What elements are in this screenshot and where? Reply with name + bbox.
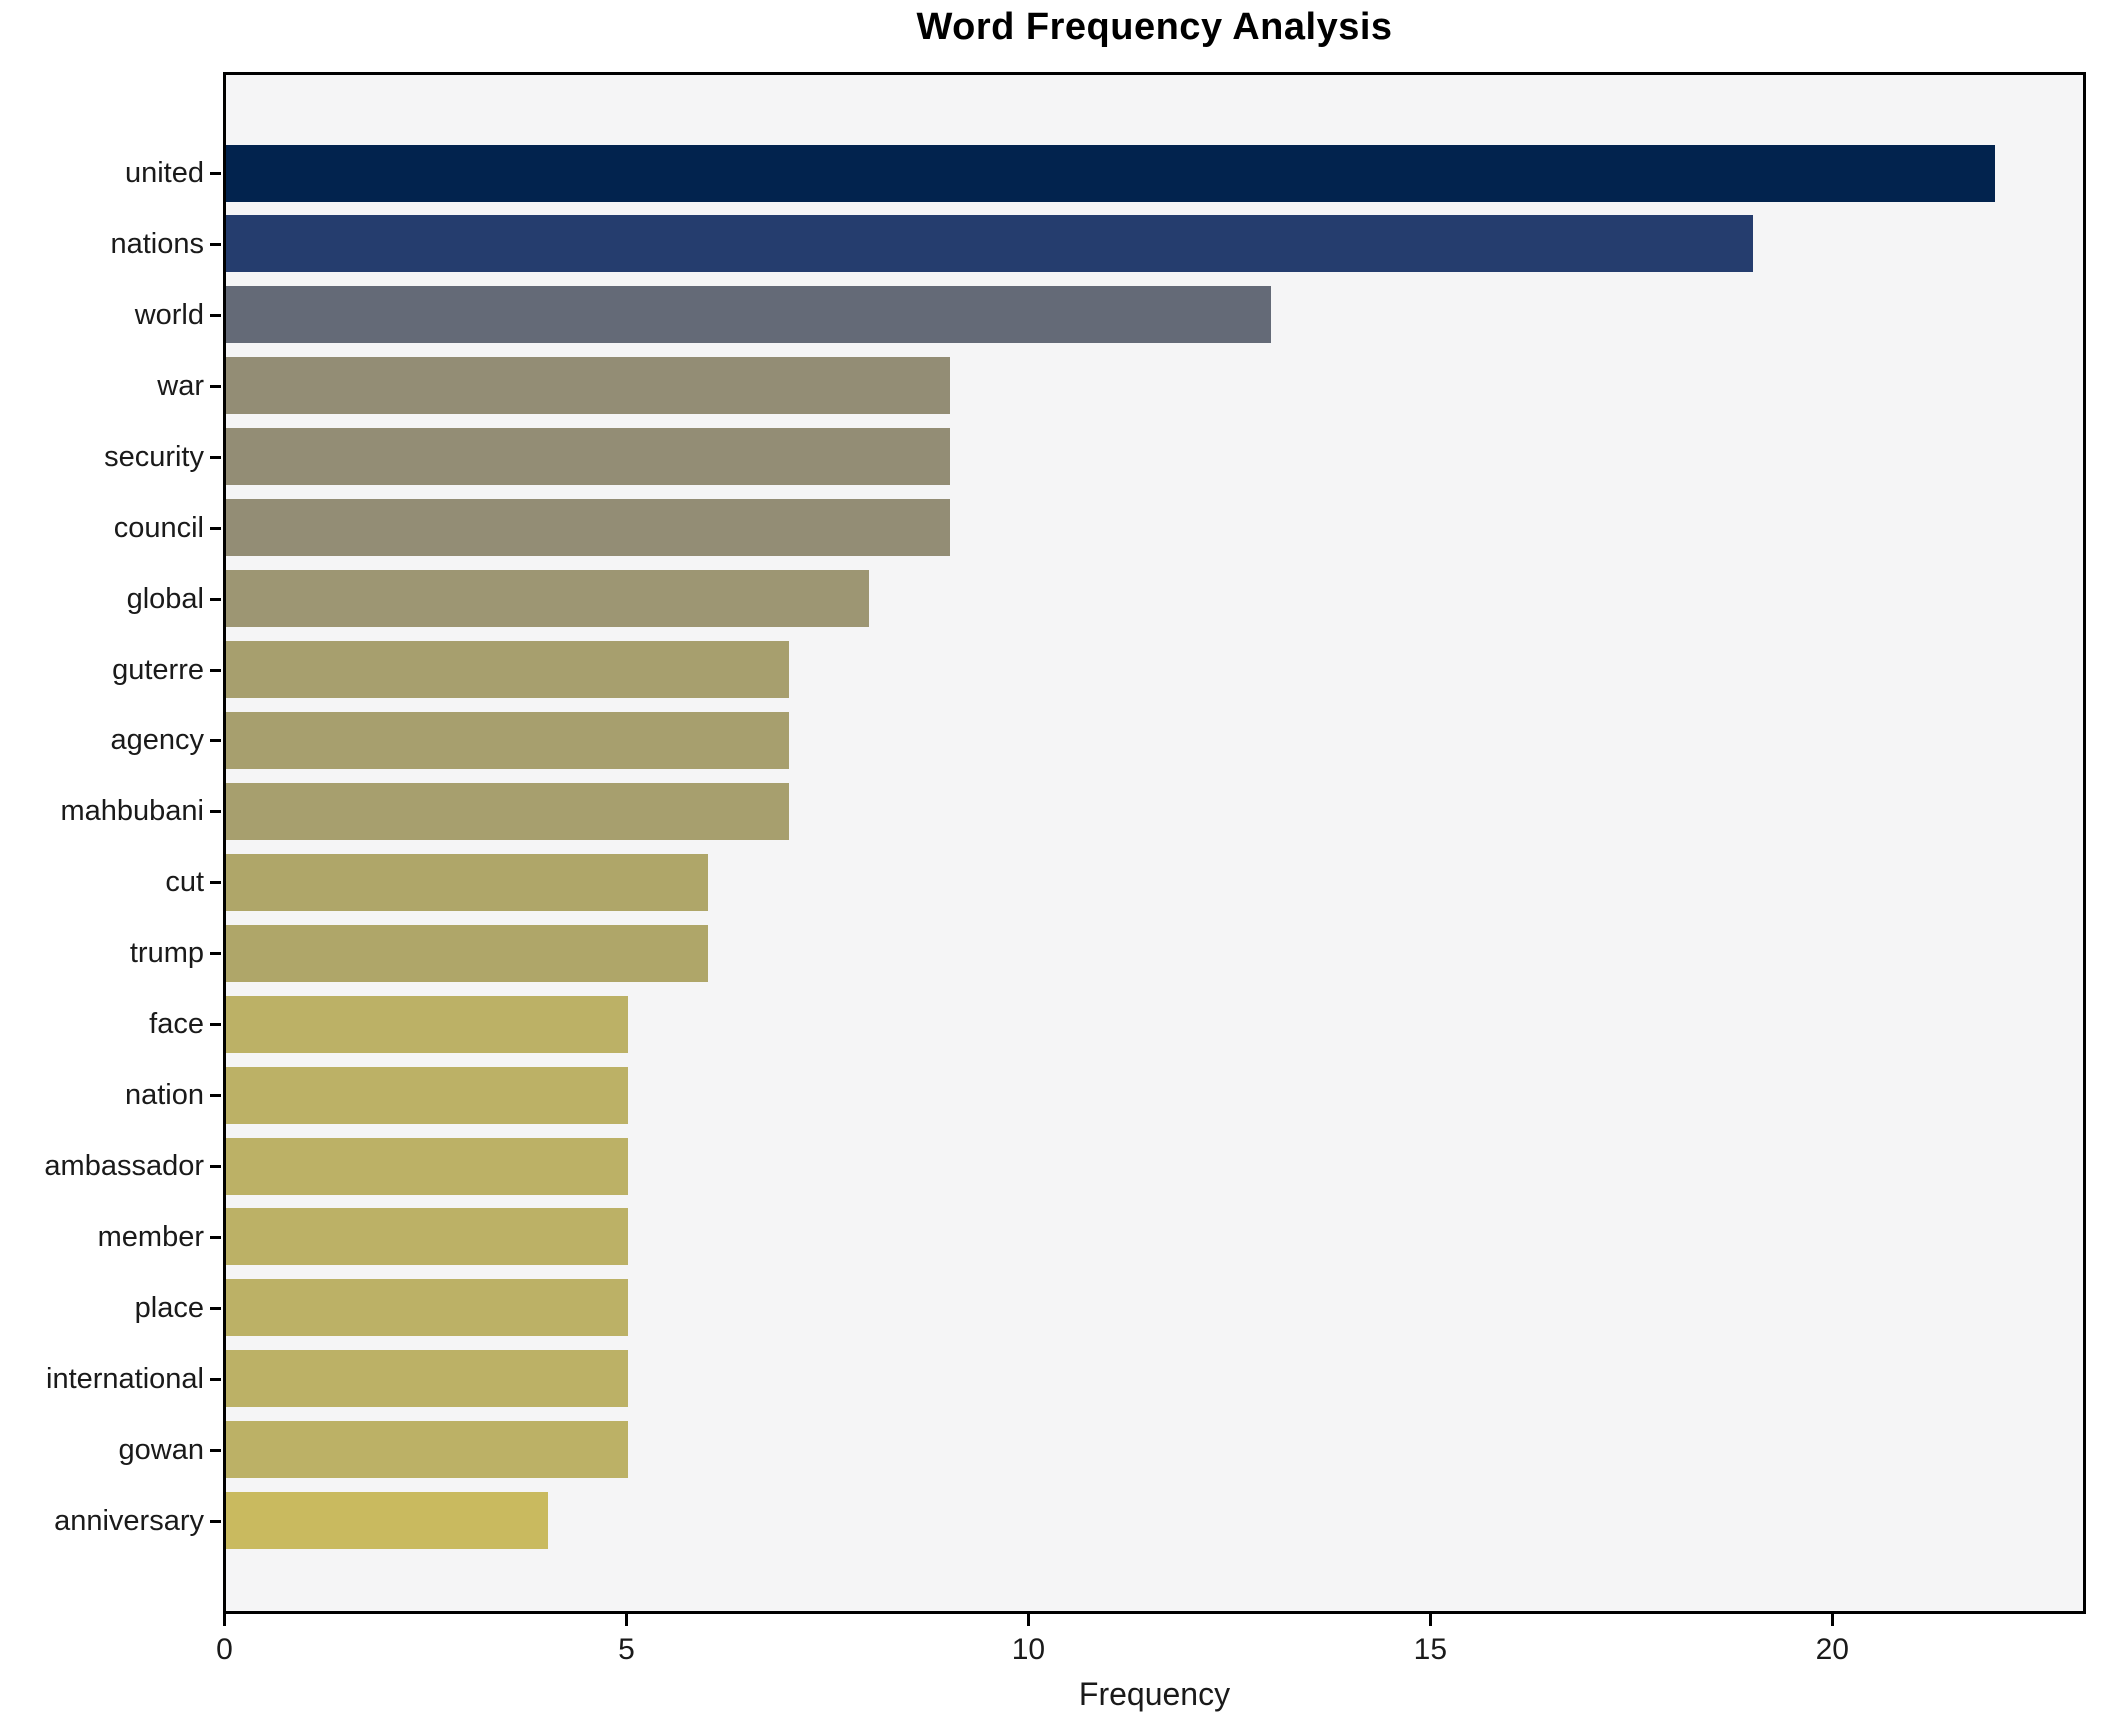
x-tick-label-20: 20 <box>1815 1633 1849 1666</box>
y-tick-label-war: war <box>157 369 204 402</box>
x-tick-mark <box>624 1614 628 1626</box>
y-tick-mark <box>210 172 221 175</box>
bar-guterre <box>226 641 789 698</box>
x-tick-mark <box>1026 1614 1030 1626</box>
y-tick-mark <box>210 668 221 672</box>
bar-face <box>226 995 628 1053</box>
y-tick-label-nation: nation <box>124 1079 204 1112</box>
y-tick-mark <box>210 1448 221 1452</box>
chart-title: Word Frequency Analysis <box>916 6 1393 48</box>
y-tick-mark <box>210 952 221 956</box>
y-tick-label-mahbubani: mahbubani <box>60 795 205 828</box>
bar-war <box>226 357 950 415</box>
y-tick-label-agency: agency <box>110 724 204 757</box>
plot-area <box>223 72 2086 1614</box>
y-tick-mark <box>210 1306 221 1310</box>
y-tick-label-gowan: gowan <box>118 1433 204 1466</box>
x-tick-label-10: 10 <box>1011 1633 1046 1666</box>
bar-security <box>226 428 950 486</box>
bar-anniversary <box>226 1492 548 1550</box>
x-tick-mark <box>1428 1614 1432 1626</box>
y-tick-label-trump: trump <box>129 937 204 970</box>
bar-united <box>226 144 1995 202</box>
y-tick-mark <box>210 526 221 530</box>
y-tick-label-anniversary: anniversary <box>54 1504 204 1537</box>
y-tick-label-council: council <box>113 511 204 544</box>
y-tick-mark <box>210 881 221 885</box>
bar-international <box>226 1350 628 1408</box>
x-tick-label-15: 15 <box>1413 1633 1448 1666</box>
y-tick-label-international: international <box>46 1362 204 1395</box>
y-tick-mark <box>210 242 221 246</box>
y-tick-label-guterre: guterre <box>112 653 204 686</box>
y-tick-mark <box>210 1235 221 1239</box>
y-tick-label-place: place <box>134 1291 204 1324</box>
bar-nation <box>226 1066 628 1124</box>
y-tick-mark <box>210 1094 221 1098</box>
y-tick-mark <box>210 810 221 814</box>
y-tick-label-world: world <box>134 298 204 331</box>
y-tick-mark <box>210 1377 221 1381</box>
bar-ambassador <box>226 1137 628 1195</box>
bar-place <box>226 1279 628 1337</box>
y-tick-label-security: security <box>104 440 204 473</box>
y-tick-label-global: global <box>126 582 204 615</box>
x-tick-mark <box>223 1614 226 1626</box>
bar-mahbubani <box>226 782 789 840</box>
bar-council <box>226 499 950 557</box>
y-tick-mark <box>210 455 221 459</box>
y-tick-mark <box>210 1165 221 1169</box>
y-tick-mark <box>210 739 221 743</box>
y-tick-mark <box>210 597 221 601</box>
bar-world <box>226 286 1272 344</box>
bar-member <box>226 1208 628 1266</box>
y-tick-label-cut: cut <box>165 866 204 899</box>
y-tick-label-member: member <box>97 1220 204 1253</box>
x-axis-label: Frequency <box>1078 1676 1231 1712</box>
x-tick-label-0: 0 <box>216 1633 233 1666</box>
x-tick-label-5: 5 <box>618 1633 635 1666</box>
y-tick-mark <box>210 313 221 317</box>
bar-nations <box>226 215 1754 273</box>
y-tick-label-face: face <box>149 1008 204 1041</box>
bar-agency <box>226 711 789 769</box>
bar-cut <box>226 853 709 911</box>
bar-gowan <box>226 1421 628 1479</box>
bar-trump <box>226 924 709 982</box>
y-tick-label-ambassador: ambassador <box>44 1150 204 1183</box>
y-tick-label-nations: nations <box>110 227 204 260</box>
y-tick-mark <box>210 384 221 388</box>
y-tick-mark <box>210 1519 221 1523</box>
bar-global <box>226 570 870 628</box>
x-tick-mark <box>1830 1614 1834 1626</box>
y-tick-mark <box>210 1023 221 1027</box>
y-tick-label-united: united <box>124 157 204 189</box>
